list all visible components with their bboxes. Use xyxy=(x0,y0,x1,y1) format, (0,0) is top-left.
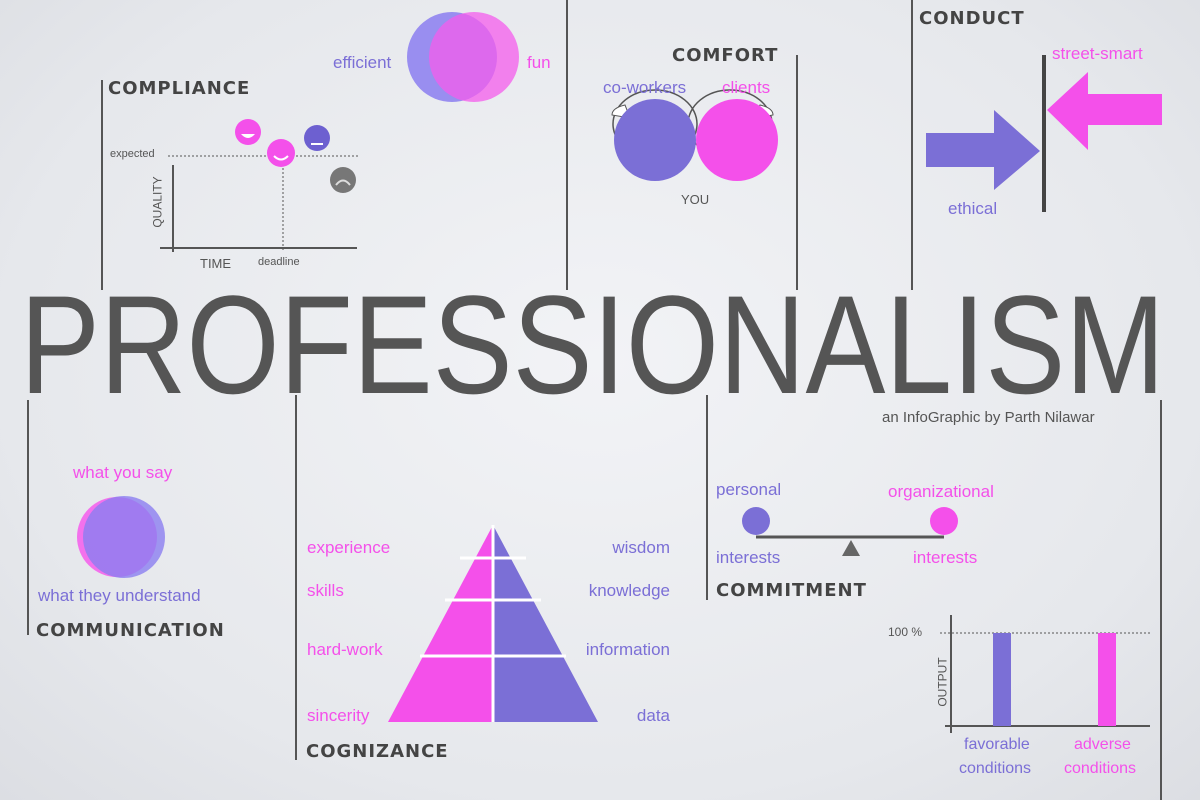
personal-interests-label: interests xyxy=(716,548,781,567)
pyramid-left-label: sincerity xyxy=(307,706,370,725)
venn-left-label: efficient xyxy=(333,53,392,72)
pyramid-left-label: skills xyxy=(307,581,344,600)
venn-fun xyxy=(429,12,519,102)
organizational-weight xyxy=(930,507,958,535)
face-neutral-late xyxy=(304,125,330,151)
comfort-heading: COMFORT xyxy=(672,45,779,66)
pyramid-right-label: wisdom xyxy=(612,538,670,557)
personal-weight xyxy=(742,507,770,535)
bar-label: favorable xyxy=(964,736,1030,753)
divider xyxy=(1160,400,1162,800)
quality-axis-label: QUALITY xyxy=(150,176,165,228)
divider xyxy=(706,395,708,600)
output-bar xyxy=(993,633,1011,726)
pyramid-left-label: hard-work xyxy=(307,640,383,659)
you-label: YOU xyxy=(681,192,710,207)
deadline-label: deadline xyxy=(258,256,300,268)
what-you-say-circle xyxy=(83,496,165,578)
divider xyxy=(295,395,297,760)
pyramid-left xyxy=(388,525,493,722)
communication-heading: COMMUNICATION xyxy=(36,620,225,641)
divider xyxy=(566,0,568,290)
conduct-heading: CONDUCT xyxy=(919,8,1025,29)
personal-label: personal xyxy=(716,480,782,499)
pyramid-left-label: experience xyxy=(307,538,391,557)
organizational-label: organizational xyxy=(888,482,994,501)
expected-label: expected xyxy=(110,148,155,160)
clients-circle xyxy=(696,99,778,181)
divider xyxy=(27,400,29,635)
divider xyxy=(911,0,913,290)
byline: an InfoGraphic by Parth Nilawar xyxy=(882,409,1095,426)
output-bar xyxy=(1098,633,1116,726)
time-axis-label: TIME xyxy=(200,256,232,271)
commitment-heading: COMMITMENT xyxy=(716,580,867,601)
pyramid-right-label: information xyxy=(585,640,670,659)
ethical-arrow xyxy=(926,110,1040,190)
ethical-label: ethical xyxy=(948,199,998,218)
pyramid-right-label: knowledge xyxy=(588,581,670,600)
bar-label: conditions xyxy=(1064,760,1137,777)
page-title: PROFESSIONALISM xyxy=(20,266,1166,423)
output-axis-label: OUTPUT xyxy=(935,657,950,707)
face-happy-deadline xyxy=(267,139,295,167)
pyramid-right-label: data xyxy=(636,706,670,725)
organizational-interests-label: interests xyxy=(913,548,978,567)
co-workers-circle xyxy=(614,99,696,181)
what-they-understand-label: what they understand xyxy=(38,586,201,605)
y-tick-100: 100 % xyxy=(888,625,923,639)
divider xyxy=(101,80,103,290)
what-you-say-label: what you say xyxy=(73,463,173,482)
face-happy-early xyxy=(235,119,261,145)
street-smart-label: street-smart xyxy=(1052,44,1143,63)
compliance-heading: COMPLIANCE xyxy=(108,78,251,99)
cognizance-heading: COGNIZANCE xyxy=(306,741,449,762)
pyramid-right xyxy=(493,525,598,722)
clients-label: clients xyxy=(722,78,771,97)
co-workers-label: co-workers xyxy=(603,78,687,97)
bar-label: conditions xyxy=(959,760,1032,777)
street-smart-arrow xyxy=(1047,72,1162,150)
venn-right-label: fun xyxy=(527,53,551,72)
divider xyxy=(796,55,798,290)
bar-label: adverse xyxy=(1074,736,1131,753)
